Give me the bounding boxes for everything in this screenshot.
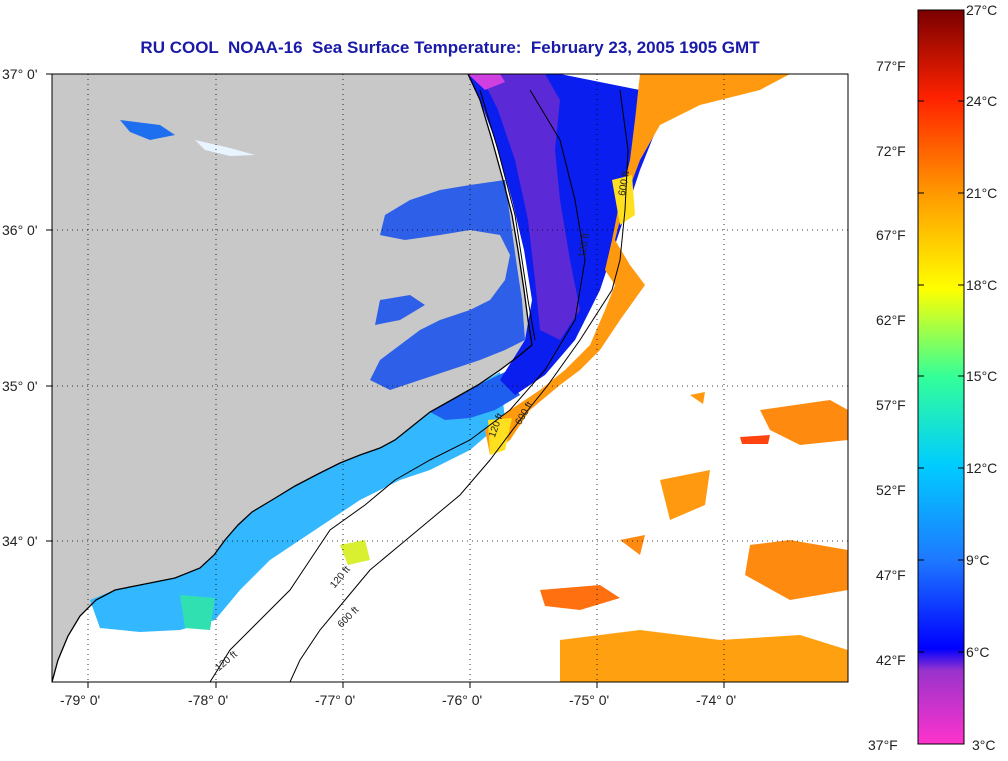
sst-coastal-cyan <box>90 372 505 632</box>
sst-gulfstream-orange <box>485 74 790 455</box>
lon-label: -75° 0' <box>569 692 610 708</box>
colorbar-celsius-label: 18°C <box>966 277 998 293</box>
colorbar-fahrenheit-label: 52°F <box>876 482 906 498</box>
contour-600ft <box>289 89 629 682</box>
sst-cold-violet <box>480 74 580 340</box>
colorbar-celsius-label: 3°C <box>972 737 996 753</box>
colorbar-celsius-label: 27°C <box>966 2 998 18</box>
colorbar-fahrenheit-label: 37°F <box>868 737 898 753</box>
lon-label: -76° 0' <box>442 692 483 708</box>
sound-water <box>370 180 525 390</box>
colorbar-celsius-label: 6°C <box>966 644 990 660</box>
colorbar-fahrenheit-label: 57°F <box>876 397 906 413</box>
map-frame <box>51 73 849 683</box>
map-title: RU COOL NOAA-16 Sea Surface Temperature:… <box>140 38 760 57</box>
lon-label: -79° 0' <box>60 692 101 708</box>
colorbar-celsius-label: 15°C <box>966 368 998 384</box>
colorbar-fahrenheit-label: 67°F <box>876 227 906 243</box>
colorbar-fahrenheit-label: 62°F <box>876 312 906 328</box>
lon-label: -78° 0' <box>188 692 229 708</box>
colorbar-fahrenheit-label: 72°F <box>876 143 906 159</box>
lat-label: 35° 0' <box>2 378 38 394</box>
lat-label: 36° 0' <box>2 222 38 238</box>
colorbar-celsius-label: 12°C <box>966 460 998 476</box>
coastline <box>52 74 533 682</box>
lon-label: -77° 0' <box>315 692 356 708</box>
colorbar-celsius-label: 21°C <box>966 185 998 201</box>
lon-label: -74° 0' <box>696 692 737 708</box>
colorbar-celsius-label: 9°C <box>966 552 990 568</box>
colorbar-fahrenheit-label: 47°F <box>876 567 906 583</box>
colorbar-fahrenheit-label: 42°F <box>876 652 906 668</box>
lat-label: 37° 0' <box>2 66 38 82</box>
lat-label: 34° 0' <box>2 533 38 549</box>
colorbar-fahrenheit-label: 77°F <box>876 58 906 74</box>
contour-120ft <box>209 89 586 682</box>
colorbar-celsius-label: 24°C <box>966 93 998 109</box>
colorbar <box>917 9 965 745</box>
